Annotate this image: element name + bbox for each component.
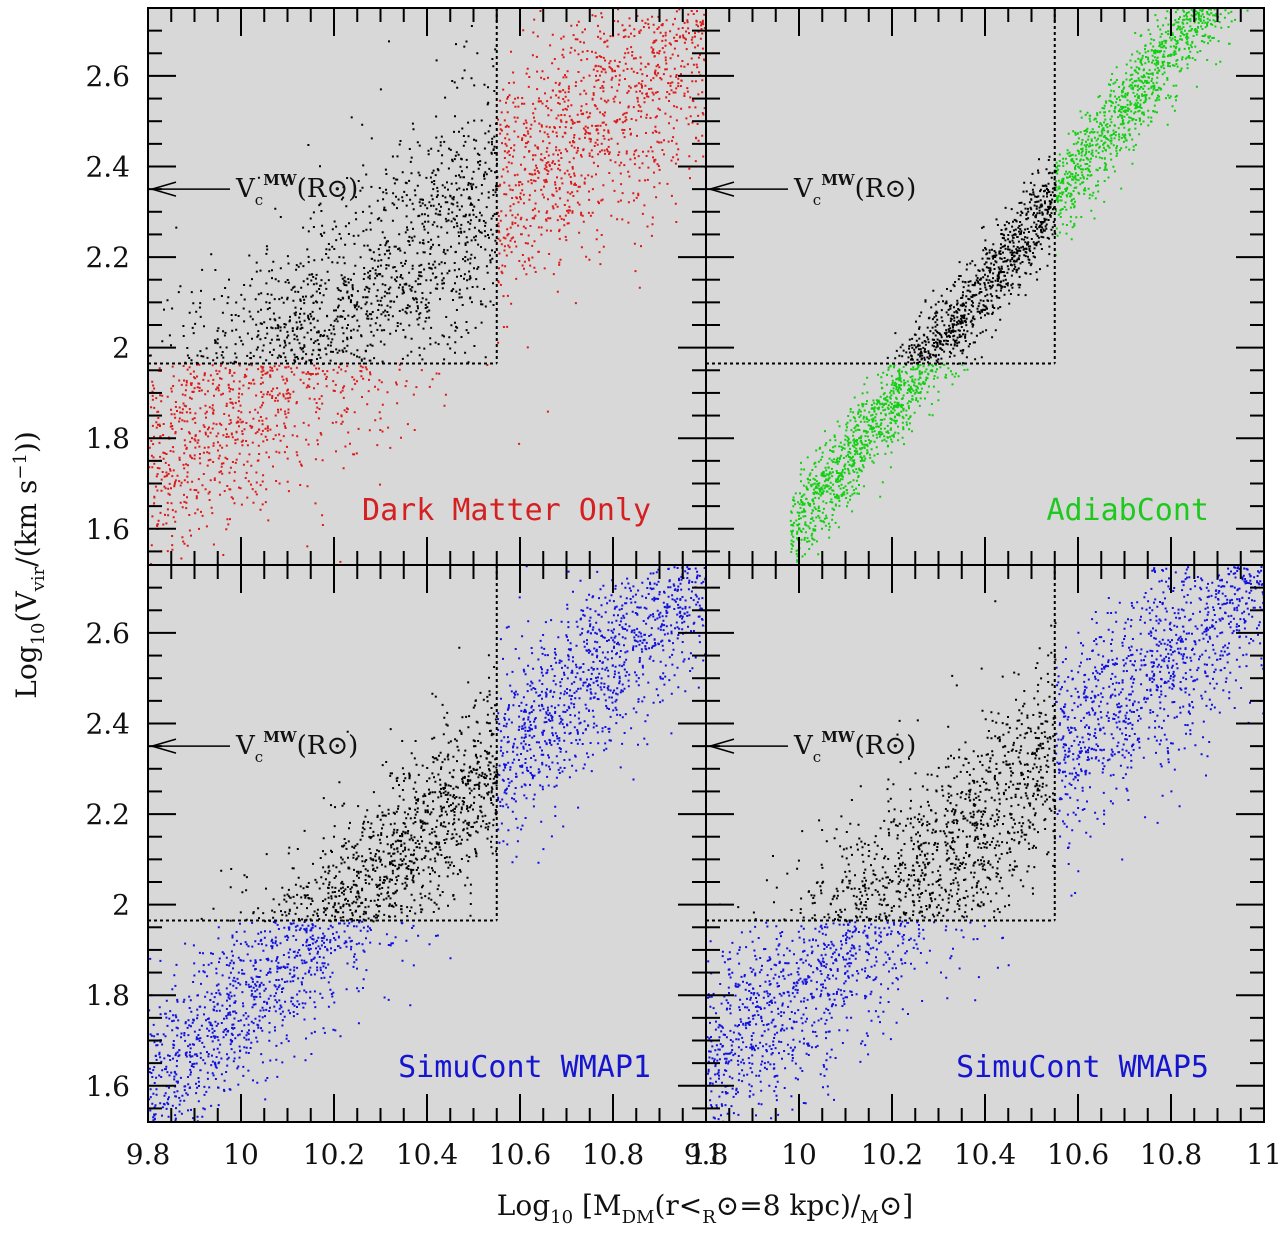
selected-points	[886, 155, 1057, 366]
y-axis-label: Log10(Vvir/(km s−1))	[10, 431, 49, 699]
x-tick-label: 10.4	[396, 1138, 458, 1171]
x-tick-label: 10.8	[582, 1138, 644, 1171]
vc-annotation: VcMW(R⊙)	[793, 728, 916, 766]
x-tick-label: 10.6	[1047, 1138, 1109, 1171]
y-tick-label: 2	[112, 889, 130, 922]
y-tick-label: 2	[112, 332, 130, 365]
vc-annotation: VcMW(R⊙)	[793, 171, 916, 209]
arrow-icon	[151, 738, 177, 754]
y-tick-label: 2.2	[85, 798, 130, 831]
x-tick-label: 10.4	[954, 1138, 1016, 1171]
x-tick-label: 10	[781, 1138, 817, 1171]
x-tick-label: 9.8	[126, 1138, 171, 1171]
y-tick-label: 1.8	[85, 422, 130, 455]
series-points	[789, 8, 1249, 564]
x-tick-label: 10	[223, 1138, 259, 1171]
y-tick-label: 2.2	[85, 241, 130, 274]
x-tick-label: 10.8	[1140, 1138, 1202, 1171]
x-tick-label: 10.2	[861, 1138, 923, 1171]
arrow-icon	[151, 181, 177, 197]
panel-3: VcMW(R⊙) SimuCont WMAP1 1.6 1.8 2 2.2 2.4 2.6 9.…	[85, 564, 724, 1171]
panels: VcMW(R⊙) Dark Matter Only 1.6 1.8 2 2.2 2.4 2.6…	[85, 7, 1280, 1171]
x-tick-label: 11	[688, 1138, 724, 1171]
y-tick-label: 1.8	[85, 979, 130, 1012]
vc-annotation: VcMW(R⊙)	[235, 728, 358, 766]
plot-area	[148, 565, 706, 1122]
panel-label: SimuCont WMAP5	[956, 1050, 1209, 1085]
y-tick-label: 2.6	[85, 617, 130, 650]
panel-label: SimuCont WMAP1	[398, 1050, 651, 1085]
panel-2: VcMW(R⊙) AdiabCont	[705, 7, 1265, 566]
arrow-icon	[709, 738, 735, 754]
panel-4: VcMW(R⊙) SimuCont WMAP5 9.8 10 10.2 10.4 10.6 1…	[684, 564, 1280, 1171]
y-tick-label: 1.6	[85, 1070, 130, 1103]
vc-annotation: VcMW(R⊙)	[235, 171, 358, 209]
x-tick-label: 10.6	[489, 1138, 551, 1171]
y-tick-label: 2.6	[85, 60, 130, 93]
scatter-points	[148, 565, 706, 1122]
x-tick-label: 9.8	[684, 1138, 729, 1171]
panel-1: VcMW(R⊙) Dark Matter Only 1.6 1.8 2 2.2 2.4 2.6	[85, 7, 707, 566]
panel-label: AdiabCont	[1046, 493, 1209, 528]
panel-label: Dark Matter Only	[362, 493, 651, 528]
x-tick-label: 11	[1246, 1138, 1280, 1171]
x-tick-label: 10.2	[303, 1138, 365, 1171]
y-tick-label: 1.6	[85, 513, 130, 546]
y-tick-label: 2.4	[85, 707, 130, 740]
y-tick-label: 2.4	[85, 150, 130, 183]
selected-points	[200, 646, 499, 923]
arrow-icon	[709, 181, 735, 197]
x-axis-label: Log10 [MDM(r<R⊙=8 kpc)/M⊙]	[497, 1189, 913, 1228]
plot-area	[148, 8, 706, 565]
scatter-points	[789, 8, 1249, 564]
